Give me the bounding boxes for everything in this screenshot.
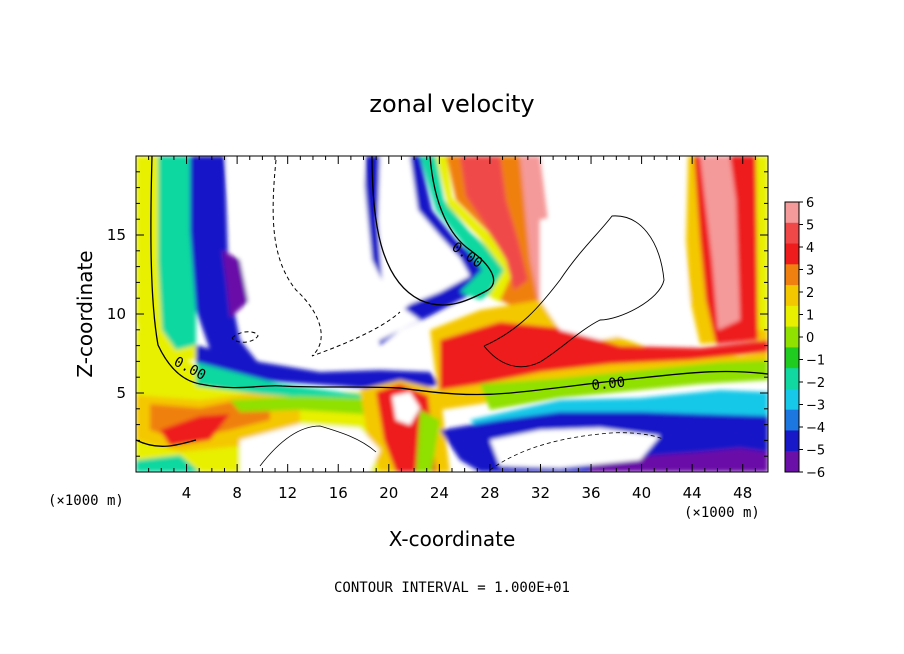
z-tick-label: 10 (107, 305, 126, 323)
colorbar-label: 0 (806, 331, 814, 346)
x-axis: 4 8 12 16 20 24 28 32 36 40 44 48 (148, 156, 756, 502)
contour-negative-bottom (489, 432, 665, 471)
colorbar-label: −1 (806, 354, 825, 369)
field-right-white-bubble (540, 212, 690, 340)
x-tick-label: 32 (531, 484, 550, 502)
colorbar-swatch (785, 285, 799, 307)
field-upper-white-region (226, 156, 420, 360)
contour-lines (136, 156, 768, 471)
colorbar-swatch (785, 368, 799, 390)
colorbar-label: −4 (806, 421, 825, 436)
contour-positive-right (483, 215, 665, 368)
plot-area (136, 156, 768, 472)
colorbar-label: −2 (806, 376, 825, 391)
contour-zero-lower (150, 156, 768, 396)
colorbar-swatch (785, 264, 799, 286)
colorbar-label: 2 (806, 286, 814, 301)
colorbar-swatch (785, 430, 799, 452)
contour-zero-left-bottom (136, 439, 197, 447)
x-tick-label: 8 (232, 484, 242, 502)
contour-negative-upper (272, 159, 401, 357)
colorbar-swatch (785, 222, 799, 245)
colorbar-label: 4 (806, 241, 814, 256)
colorbar-swatch (785, 388, 799, 411)
field-central-green-stem (416, 410, 440, 472)
colorbar-swatch (785, 347, 799, 369)
field-bottom-left-cyan (136, 455, 200, 472)
field-bottom-right-white-bubble (490, 428, 660, 468)
field-right-edge-green (756, 156, 768, 330)
x-unit-right: (×1000 m) (684, 505, 760, 521)
contour-positive-bottom (259, 425, 377, 467)
x-tick-label: 36 (581, 484, 600, 502)
colorbar: 6 5 4 3 2 1 0 −1 −2 −3 −4 −5 −6 (784, 196, 825, 481)
contour-interval-footer: CONTOUR INTERVAL = 1.000E+01 (334, 580, 570, 596)
field-right-column-pink (700, 156, 740, 330)
colorbar-swatch (785, 451, 799, 473)
x-tick-label: 40 (632, 484, 651, 502)
field-central-white-hole (392, 392, 420, 425)
field-upper-cyan-band (420, 156, 510, 300)
field-upper-blue-inner-white (378, 156, 470, 320)
velocity-field (136, 156, 768, 472)
colorbar-label: 3 (806, 264, 814, 279)
field-right-central-red (460, 156, 528, 290)
contour-label-2: 0.00 (591, 375, 626, 394)
x-axis-label: X-coordinate (389, 527, 516, 551)
z-axis: 5 10 15 (107, 171, 768, 457)
field-bottom-right-deep-blue (590, 448, 768, 472)
field-left-cyan-column (158, 156, 196, 350)
field-diagonal-red (440, 322, 768, 390)
x-tick-label: 24 (430, 484, 449, 502)
colorbar-swatch (785, 202, 799, 224)
colorbar-label: −6 (806, 466, 825, 481)
colorbar-swatch (785, 243, 799, 265)
z-tick-label: 15 (107, 226, 126, 244)
field-lower-left-red (160, 414, 230, 446)
x-tick-label: 44 (683, 484, 702, 502)
x-tick-label: 20 (379, 484, 398, 502)
colorbar-label: 6 (806, 196, 814, 211)
contour-negative-small (231, 331, 259, 343)
colorbar-label: 1 (806, 309, 814, 324)
x-tick-label: 4 (182, 484, 192, 502)
x-tick-label: 12 (278, 484, 297, 502)
colorbar-swatch (785, 305, 799, 328)
colorbar-label: −3 (806, 399, 825, 414)
colorbar-swatch (785, 326, 799, 348)
colorbar-label: −5 (806, 444, 825, 459)
colorbar-label: 5 (806, 219, 814, 234)
x-unit-left: (×1000 m) (48, 493, 124, 509)
field-bottom-white-bubble (240, 424, 380, 472)
x-tick-label: 48 (733, 484, 752, 502)
chart-title: zonal velocity (369, 90, 534, 118)
contour-zero-upper (371, 156, 495, 306)
z-axis-label: Z-coordinate (73, 250, 97, 377)
x-tick-label: 16 (329, 484, 348, 502)
field-upper-green-band (436, 156, 518, 302)
z-tick-label: 5 (116, 384, 126, 402)
x-tick-label: 28 (480, 484, 499, 502)
field-mid-blue-band (196, 345, 440, 392)
colorbar-swatch (785, 409, 799, 431)
